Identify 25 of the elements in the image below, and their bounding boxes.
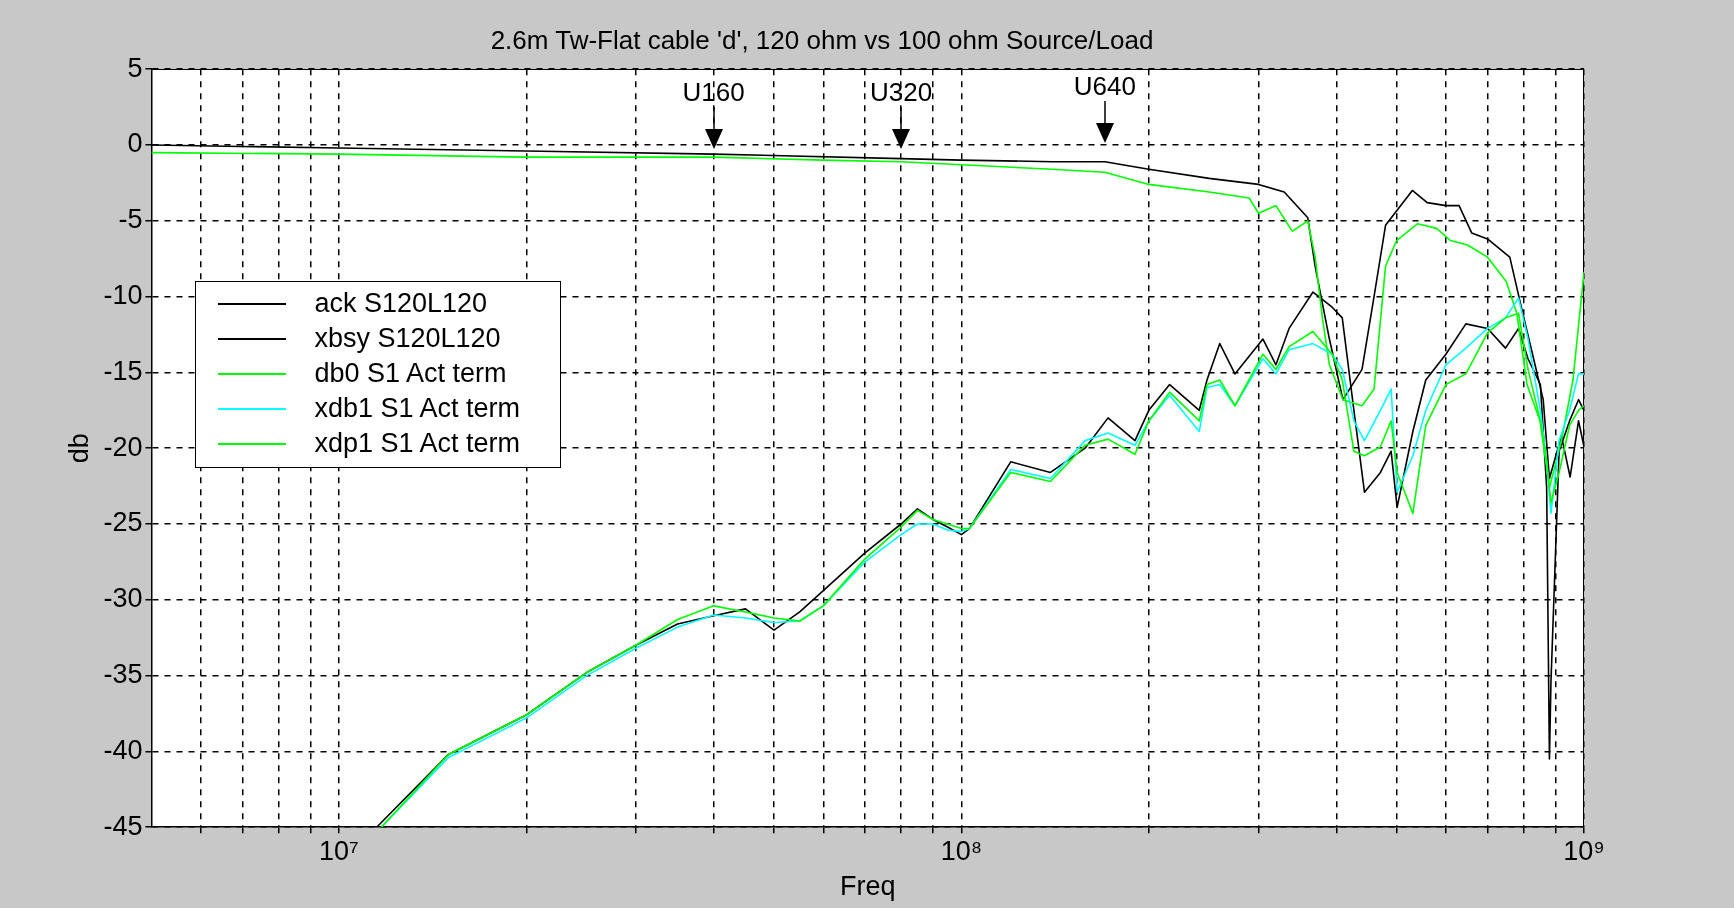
y-tick-label: -35 [103, 659, 143, 690]
x-tick-label: 10⁸ [940, 835, 983, 866]
y-tick-label: -15 [103, 355, 143, 386]
legend-label: db0 S1 Act term [314, 358, 507, 390]
y-tick-label: -20 [103, 431, 143, 462]
y-tick-label: -40 [103, 734, 143, 765]
x-tick-label: 10⁹ [1563, 835, 1605, 866]
y-tick-label: 0 [127, 128, 143, 159]
y-tick-label: -30 [103, 583, 143, 614]
annotation: U640 [1073, 71, 1136, 102]
legend-label: xbsy S120L120 [314, 323, 501, 355]
x-tick-label: 10⁷ [318, 835, 359, 866]
y-tick-label: -25 [103, 507, 143, 538]
x-axis-title: Freq [839, 871, 896, 902]
chart-title: 2.6m Tw-Flat cable 'd', 120 ohm vs 100 ohm Source/Load [490, 24, 1154, 55]
annotation: U160 [682, 77, 745, 108]
legend-label: xdb1 S1 Act term [314, 393, 521, 425]
y-tick-label: 5 [127, 52, 143, 83]
legend-label: xdp1 S1 Act term [314, 428, 521, 460]
y-tick-label: -5 [118, 204, 143, 235]
y-tick-label: -10 [103, 280, 143, 311]
annotation: U320 [870, 77, 933, 108]
y-axis-title: db [63, 433, 94, 464]
y-tick-label: -45 [103, 810, 143, 841]
legend-label: ack S120L120 [314, 288, 488, 320]
